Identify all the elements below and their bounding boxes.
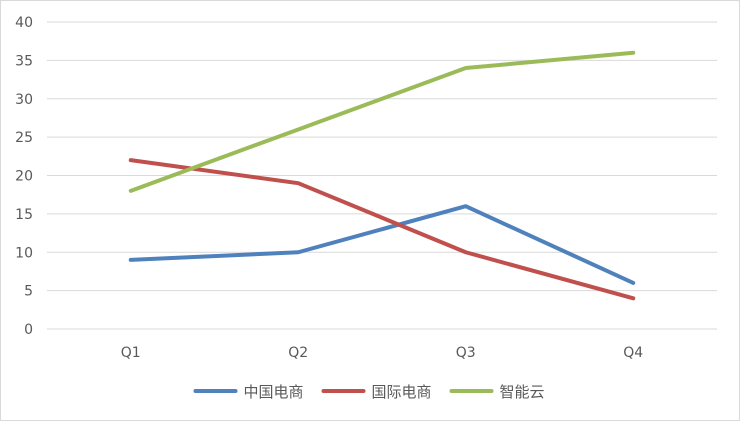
y-tick-label: 30 <box>15 92 33 108</box>
y-axis: 0 5 10 15 20 25 30 35 40 <box>15 15 33 338</box>
y-tick-label: 5 <box>24 284 33 300</box>
y-tick-label: 0 <box>24 322 33 338</box>
gridlines <box>47 21 717 330</box>
y-tick-label: 40 <box>15 15 33 31</box>
series-lines <box>128 50 636 301</box>
x-axis: Q1 Q2 Q3 Q4 <box>121 345 644 361</box>
legend-label: 智能云 <box>500 383 545 401</box>
x-tick-label: Q4 <box>623 345 643 361</box>
x-tick-label: Q2 <box>288 345 308 361</box>
y-tick-label: 15 <box>15 207 33 223</box>
x-tick-label: Q3 <box>456 345 476 361</box>
x-tick-label: Q1 <box>121 345 141 361</box>
legend-label: 中国电商 <box>244 383 304 401</box>
legend-label: 国际电商 <box>372 383 432 401</box>
legend: 中国电商 国际电商 智能云 <box>193 383 545 401</box>
y-tick-label: 10 <box>15 245 33 261</box>
y-tick-label: 20 <box>15 169 33 185</box>
y-tick-label: 25 <box>15 130 33 146</box>
series-line-0 <box>128 204 636 285</box>
series-line-1 <box>128 158 636 301</box>
y-tick-label: 35 <box>15 53 33 69</box>
series-line-2 <box>128 50 636 193</box>
